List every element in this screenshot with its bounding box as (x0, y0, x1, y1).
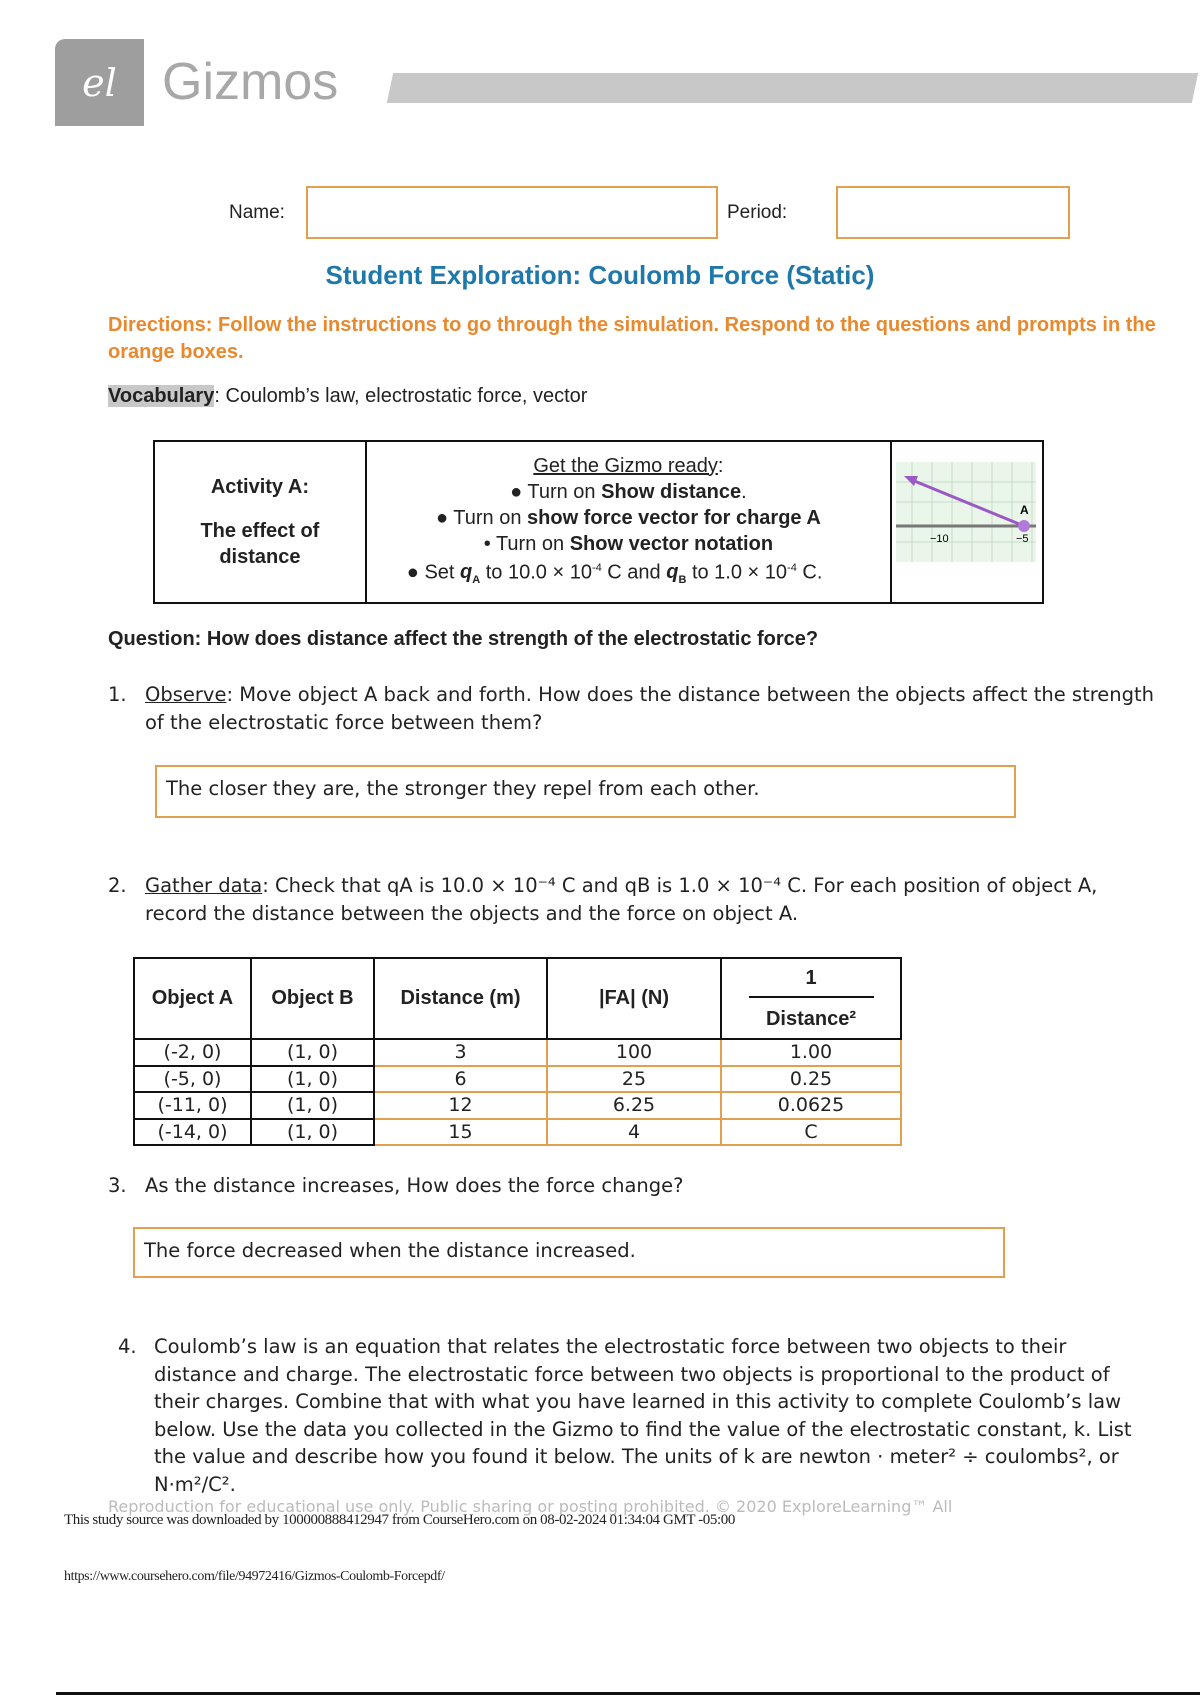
tick-label: −5 (1016, 533, 1029, 545)
table-cell: (1, 0) (250, 1091, 375, 1120)
q4-number: 4. (118, 1335, 137, 1358)
vector-arrowhead (904, 476, 918, 486)
col-header: |FA| (N) (546, 957, 722, 1040)
bottom-rule (56, 1692, 1200, 1695)
table-cell: (-11, 0) (133, 1091, 252, 1120)
q1-number: 1. (108, 683, 127, 706)
activity-title-cell: Activity A: The effect of distance (153, 440, 367, 604)
q2-number: 2. (108, 874, 127, 897)
force-vector (911, 478, 1025, 528)
step-2: ● Turn on show force vector for charge A (435, 506, 821, 529)
source-url[interactable]: https://www.coursehero.com/file/94972416… (64, 1569, 445, 1584)
period-field[interactable] (836, 186, 1070, 239)
activity-subtitle: The effect of distance (200, 520, 320, 568)
table-row: (-2, 0) (1, 0) 3 100 1.00 (133, 1038, 902, 1067)
table-cell-input[interactable]: C (720, 1117, 902, 1146)
vocabulary-text: : Coulomb’s law, electrostatic force, ve… (214, 385, 588, 407)
download-notice: This study source was downloaded by 1000… (64, 1512, 735, 1528)
q3-text: As the distance increases, How does the … (145, 1174, 684, 1197)
table-cell-input[interactable]: 12 (373, 1091, 548, 1120)
table-cell: (-5, 0) (133, 1064, 252, 1093)
charge-a-label: A (1020, 503, 1029, 517)
header-bar (386, 73, 1199, 103)
q4-text: Coulomb’s law is an equation that relate… (154, 1335, 1132, 1496)
q3-number: 3. (108, 1174, 127, 1197)
name-field[interactable] (306, 186, 718, 239)
vocabulary-label: Vocabulary (108, 385, 215, 407)
gizmo-graph-thumbnail: A −10 −5 (896, 462, 1036, 562)
table-cell-input[interactable]: 6 (373, 1064, 548, 1093)
activity-table: Activity A: The effect of distance Get th… (153, 440, 1044, 604)
table-row: (-14, 0) (1, 0) 15 4 C (133, 1117, 902, 1146)
copyright-notice: Reproduction for educational use only. P… (108, 1497, 953, 1516)
q1-answer-box[interactable]: The closer they are, the stronger they r… (155, 765, 1016, 818)
directions: Directions: Follow the instructions to g… (108, 314, 1156, 363)
table-cell: (-2, 0) (133, 1038, 252, 1067)
charge-a (1018, 520, 1030, 532)
tick-label: −10 (930, 533, 949, 545)
instructions-cell: Get the Gizmo ready: ● Turn on Show dist… (364, 440, 893, 604)
logo-glyph: el (82, 60, 117, 105)
step-3: • Turn on Show vector notation (483, 532, 774, 555)
table-cell-input[interactable]: 4 (546, 1117, 722, 1146)
explorelearning-logo: el (55, 39, 144, 126)
col-header: Object B (250, 957, 375, 1040)
table-cell: (1, 0) (250, 1117, 375, 1146)
brand-name: Gizmos (162, 53, 339, 111)
table-cell-input[interactable]: 6.25 (546, 1091, 722, 1120)
q2-text: Gather data: Check that qA is 10.0 × 10⁻… (145, 874, 1098, 925)
table-cell-input[interactable]: 15 (373, 1117, 548, 1146)
gizmo-graph-cell: A −10 −5 (890, 440, 1044, 604)
col-header: Distance (m) (373, 957, 548, 1040)
step-1: ● Turn on Show distance. (510, 480, 747, 503)
q3-answer-box[interactable]: The force decreased when the distance in… (133, 1227, 1005, 1278)
table-cell-input[interactable]: 25 (546, 1064, 722, 1093)
vocabulary: Vocabulary: Coulomb’s law, electrostatic… (108, 385, 587, 408)
table-cell: (1, 0) (250, 1064, 375, 1093)
table-row: (-5, 0) (1, 0) 6 25 0.25 (133, 1064, 902, 1093)
table-cell-input[interactable]: 100 (546, 1038, 722, 1067)
col-header-inverse-square: 1 Distance² (720, 957, 902, 1040)
table-header-row: Object A Object B Distance (m) |FA| (N) … (133, 957, 902, 1040)
table-row: (-11, 0) (1, 0) 12 6.25 0.0625 (133, 1091, 902, 1120)
table-cell-input[interactable]: 3 (373, 1038, 548, 1067)
name-label: Name: (229, 202, 285, 223)
table-cell: (-14, 0) (133, 1117, 252, 1146)
step-4: ● Set qA to 10.0 × 10-4 C and qB to 1.0 … (406, 561, 823, 587)
question-heading: Question: How does distance affect the s… (108, 628, 819, 650)
col-header: Object A (133, 957, 252, 1040)
data-table: Object A Object B Distance (m) |FA| (N) … (133, 957, 902, 1146)
table-cell-input[interactable]: 0.25 (720, 1064, 902, 1093)
period-label: Period: (727, 202, 788, 223)
ready-heading: Get the Gizmo ready (533, 454, 718, 477)
table-cell-input[interactable]: 1.00 (720, 1038, 902, 1067)
q1-text: Observe: Move object A back and forth. H… (145, 683, 1155, 734)
activity-title: Activity A: (210, 476, 309, 498)
table-cell: (1, 0) (250, 1038, 375, 1067)
table-cell-input[interactable]: 0.0625 (720, 1091, 902, 1120)
page-title: Student Exploration: Coulomb Force (Stat… (325, 260, 875, 290)
